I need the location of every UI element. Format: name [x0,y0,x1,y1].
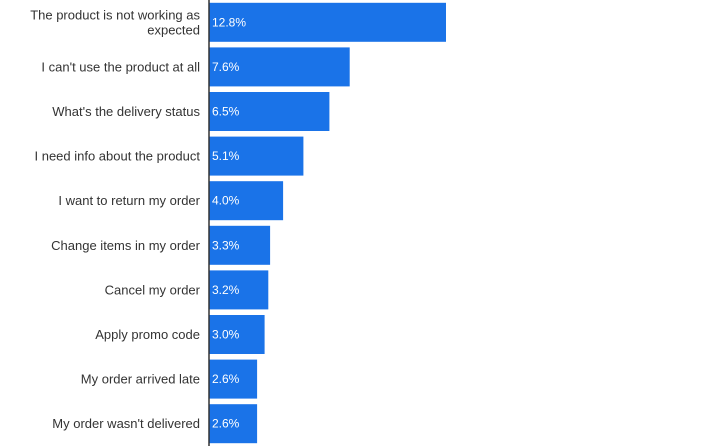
bar-2 [209,47,350,87]
bar-4 [209,136,304,176]
category-label-3: What's the delivery status [52,104,200,119]
value-label-3: 6.5% [212,105,240,119]
bar-6 [209,225,271,265]
value-label-8: 3.0% [212,328,240,342]
category-label-7: Cancel my order [105,282,201,297]
category-label-4: I need info about the product [34,149,200,164]
value-label-5: 4.0% [212,194,240,208]
value-label-1: 12.8% [212,15,246,29]
category-label-8: Apply promo code [95,327,200,342]
value-label-9: 2.6% [212,372,240,386]
value-label-7: 3.2% [212,283,240,297]
category-labels-layer: The product is not working as expected I c… [30,7,200,431]
bar-5 [209,181,284,221]
category-label-9: My order arrived late [81,372,200,387]
category-label-6: Change items in my order [51,238,201,253]
bar-3 [209,92,330,131]
bar-8 [209,315,265,354]
category-label-10: My order wasn't delivered [52,416,200,431]
bars-layer: 12.8% 7.6% 6.5% 5.1% 4.0% 3.3% 3.2% 3.0% 2.6% 2.6… [209,2,446,444]
bar-10 [209,404,258,444]
bar-9 [209,359,258,399]
category-label-1: The product is not working as expected [30,7,200,37]
value-label-6: 3.3% [212,238,240,252]
value-label-4: 5.1% [212,149,240,163]
value-label-2: 7.6% [212,60,240,74]
category-label-2: I can't use the product at all [41,59,200,74]
bar-1 [209,2,446,42]
value-label-10: 2.6% [212,417,240,431]
bar-7 [209,270,269,310]
category-label-5: I want to return my order [58,193,200,208]
